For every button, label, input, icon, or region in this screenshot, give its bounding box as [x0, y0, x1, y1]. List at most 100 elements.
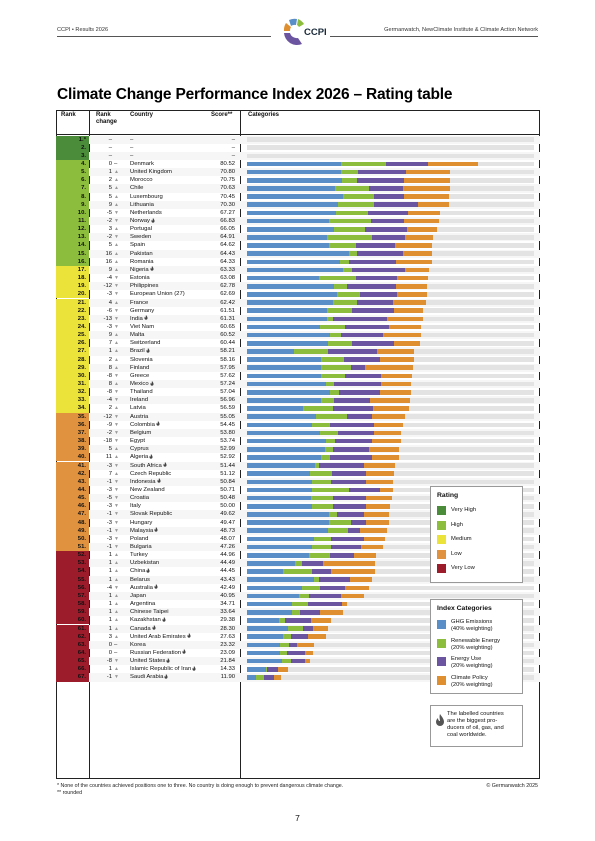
arrow-up-icon: ▲: [114, 258, 119, 265]
ghg-segment: [247, 292, 337, 297]
rank-cell: 40.: [56, 453, 89, 462]
category-bar-background: [247, 145, 534, 151]
renewable-segment: [280, 650, 287, 656]
country-name: Norway: [130, 218, 150, 224]
rank-cell: 3.: [56, 151, 89, 160]
rank-change-cell: -13: [103, 315, 112, 322]
climate-policy-segment: [406, 226, 437, 232]
table-row: 39. 5 ▲ Cyprus 52.99: [56, 445, 540, 454]
rank-cell: 45.: [56, 494, 89, 503]
climate-policy-segment: [366, 520, 390, 525]
country-cell: Uzbekistan: [130, 559, 208, 567]
flame-icon: [156, 421, 160, 428]
energy-use-segment: [290, 658, 306, 664]
rank-change-cell: 16: [105, 250, 112, 257]
table-row: 1.* – – –: [56, 135, 540, 144]
climate-policy-segment: [323, 561, 375, 566]
climate-policy-segment: [395, 243, 433, 248]
ghg-segment: [247, 357, 322, 362]
climate-policy-segment: [305, 650, 314, 656]
country-name: Slovak Republic: [130, 511, 173, 518]
table-row: 9. 9 ▲ Lithuania 70.30: [56, 200, 540, 209]
score-cell: 62.78: [220, 283, 235, 290]
rank-change-cell: 4: [108, 299, 112, 306]
flame-icon: [150, 380, 154, 387]
no-change-mark: –: [114, 641, 118, 648]
flame-icon: [152, 625, 156, 632]
rank-change-cell: -9: [106, 421, 112, 428]
table-row: 49. -1 ▼ Malaysia 48.73: [56, 526, 540, 535]
arrow-down-icon: ▼: [114, 315, 119, 322]
ghg-segment: [247, 618, 279, 623]
country-name: United Arab Emirates: [130, 633, 186, 640]
score-cell: 70.80: [220, 169, 235, 176]
category-legend-weight: (40% weighting): [451, 626, 493, 632]
country-cell: Egypt: [130, 437, 208, 445]
rank-change-cell: 0: [108, 649, 112, 656]
climate-policy-segment: [278, 667, 289, 672]
ghg-segment: [247, 593, 299, 599]
energy-use-segment: [351, 308, 395, 314]
flame-icon: [144, 315, 148, 322]
no-change-mark: –: [114, 649, 118, 656]
renewable-segment: [326, 235, 372, 240]
score-cell: 44.49: [220, 560, 235, 567]
country-name: Finland: [130, 364, 150, 371]
flame-icon: [166, 657, 170, 664]
score-cell: 66.05: [220, 226, 235, 233]
arrow-down-icon: ▼: [114, 234, 119, 241]
arrow-down-icon: ▼: [114, 283, 119, 290]
climate-policy-segment: [370, 398, 411, 403]
climate-policy-segment: [341, 593, 365, 599]
renewable-segment: [314, 463, 320, 468]
score-cell: 63.08: [220, 275, 235, 282]
country-name: Austria: [130, 413, 149, 420]
country-cell: –: [130, 136, 208, 144]
country-cell: Indonesia: [130, 478, 208, 486]
arrow-down-icon: ▼: [114, 658, 119, 665]
header-left-text: CCPI • Results 2026: [57, 27, 109, 33]
ghg-segment: [247, 243, 329, 248]
ghg-segment: [247, 373, 322, 379]
renewable-segment: [266, 667, 268, 672]
country-name: Colombia: [130, 421, 155, 428]
rank-change-cell: -1: [106, 544, 112, 550]
ghg-segment: [247, 422, 313, 428]
energy-use-segment: [371, 235, 405, 240]
table-row: 66. 1 ▲ Islamic Republic of Iran 14.33: [56, 665, 540, 674]
ghg-segment: [247, 308, 327, 314]
score-cell: 67.27: [220, 209, 235, 216]
category-bar-background: [247, 561, 534, 566]
rank-change-cell: -1: [106, 527, 112, 534]
table-row: 43. -1 ▼ Indonesia 50.84: [56, 477, 540, 486]
table-row: 14. 5 ▲ Spain 64.62: [56, 241, 540, 250]
ghg-segment: [247, 169, 341, 175]
arrow-up-icon: ▲: [114, 609, 119, 616]
category-bar-background: [247, 634, 534, 640]
climate-policy-segment: [387, 316, 423, 322]
country-name: Chinese Taipei: [130, 609, 169, 616]
country-cell: Belgium: [130, 429, 208, 437]
arrow-down-icon: ▼: [114, 544, 119, 550]
renewable-segment: [319, 430, 339, 436]
country-name: Mexico: [130, 381, 149, 387]
arrow-up-icon: ▲: [114, 356, 119, 363]
arrow-up-icon: ▲: [114, 348, 119, 355]
score-cell: 55.05: [220, 413, 235, 420]
category-bar-background: [247, 609, 534, 615]
energy-use-segment: [333, 504, 366, 509]
category-bar-background: [247, 667, 534, 672]
score-cell: 58.16: [220, 356, 235, 363]
rank-change-cell: -2: [106, 218, 112, 224]
flame-icon: [150, 266, 154, 273]
table-row: 23. -13 ▼ India 61.31: [56, 314, 540, 323]
country-name: Indonesia: [130, 478, 156, 485]
rank-cell: 65.: [56, 657, 89, 666]
ghg-segment: [247, 283, 335, 289]
rank-change-cell: 2: [108, 405, 112, 412]
country-name: Sweden: [130, 234, 152, 241]
score-cell: 62.42: [220, 299, 235, 306]
category-swatch: [437, 675, 446, 685]
arrow-down-icon: ▼: [114, 413, 119, 420]
arrow-up-icon: ▲: [114, 332, 119, 339]
